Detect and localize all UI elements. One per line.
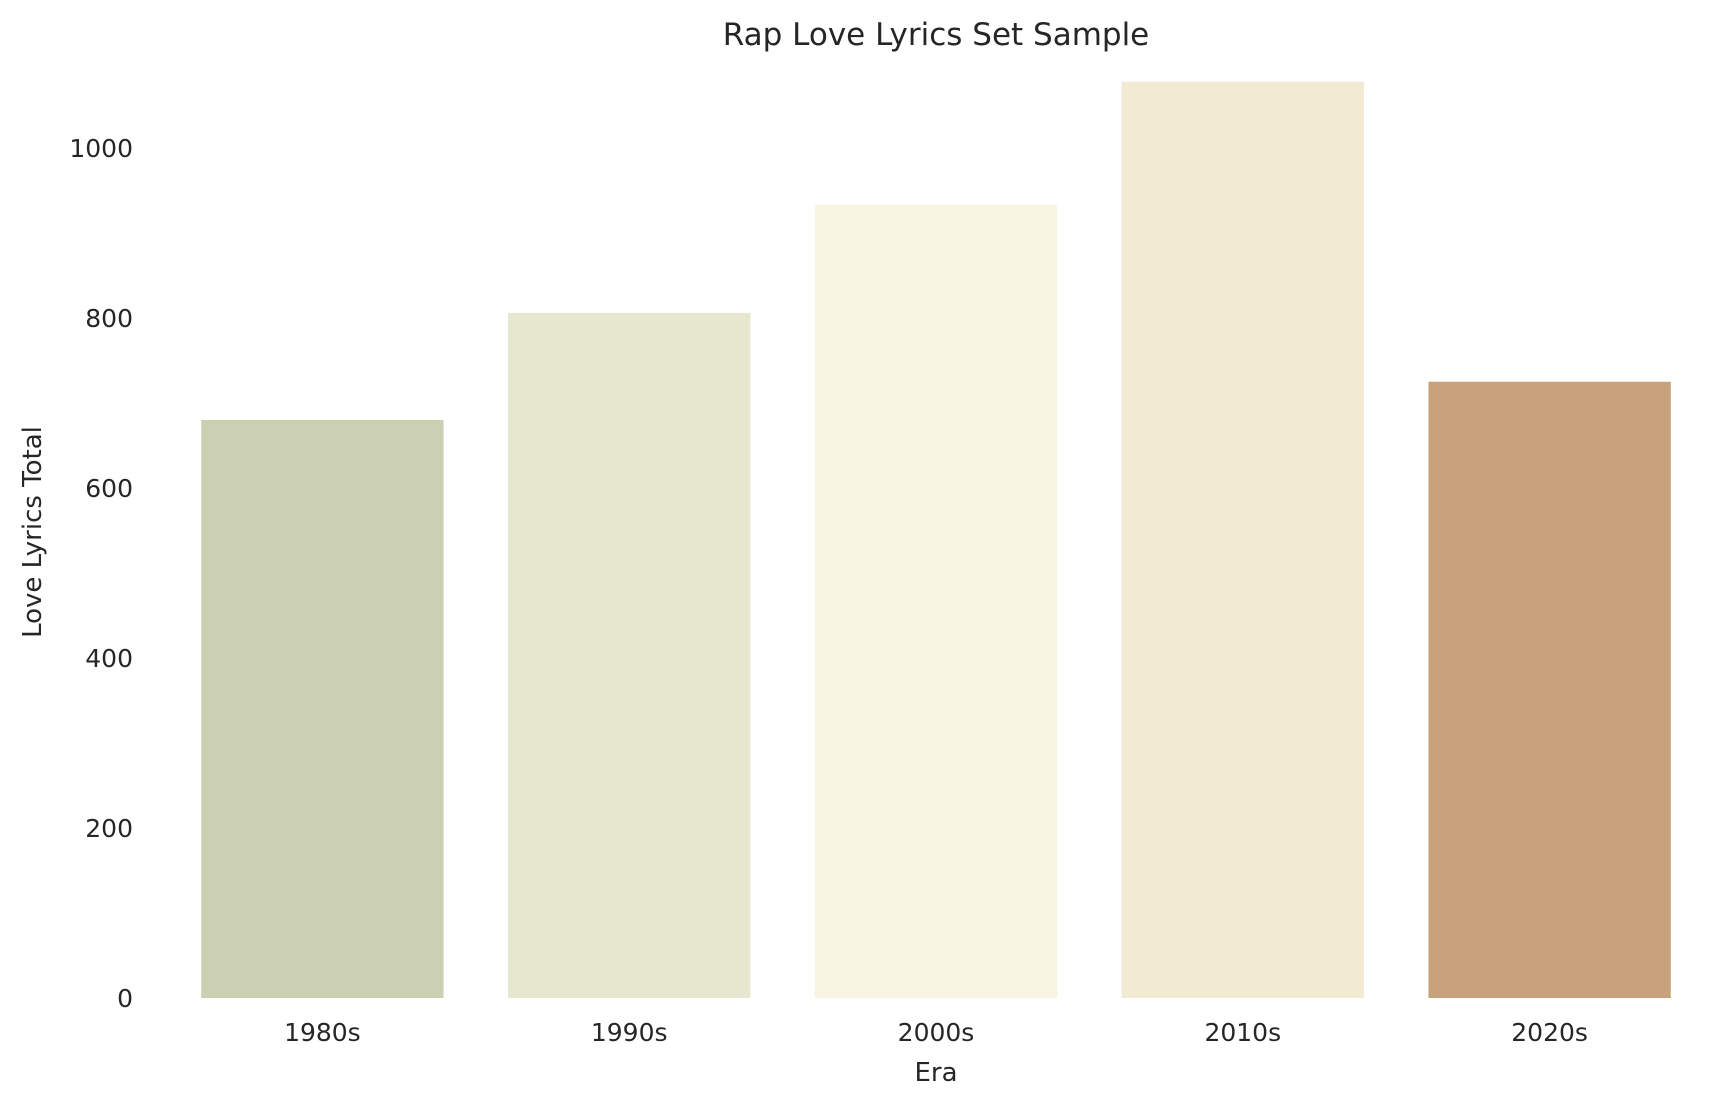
y-axis-label: Love Lyrics Total	[18, 426, 48, 638]
bar-1980s	[201, 420, 444, 998]
bar-2010s	[1121, 81, 1364, 998]
bar-1990s	[508, 312, 751, 998]
y-tick-label: 800	[85, 304, 133, 333]
bar-2020s	[1428, 381, 1671, 998]
x-tick-label: 1990s	[591, 1018, 668, 1047]
y-tick-label: 0	[117, 984, 133, 1013]
x-axis-label: Era	[914, 1058, 957, 1088]
x-tick-label: 1980s	[284, 1018, 361, 1047]
y-ticks-group: 0 200 400 600 800 1000	[69, 134, 133, 1013]
y-tick-label: 400	[85, 644, 133, 673]
y-tick-label: 600	[85, 474, 133, 503]
bars-group	[201, 81, 1671, 998]
x-tick-label: 2010s	[1204, 1018, 1281, 1047]
x-tick-label: 2020s	[1511, 1018, 1588, 1047]
y-tick-label: 1000	[69, 134, 133, 163]
chart-title: Rap Love Lyrics Set Sample	[723, 17, 1150, 53]
y-tick-label: 200	[85, 814, 133, 843]
x-ticks-group: 1980s 1990s 2000s 2010s 2020s	[284, 1018, 1588, 1047]
x-tick-label: 2000s	[898, 1018, 975, 1047]
bar-2000s	[814, 204, 1058, 998]
